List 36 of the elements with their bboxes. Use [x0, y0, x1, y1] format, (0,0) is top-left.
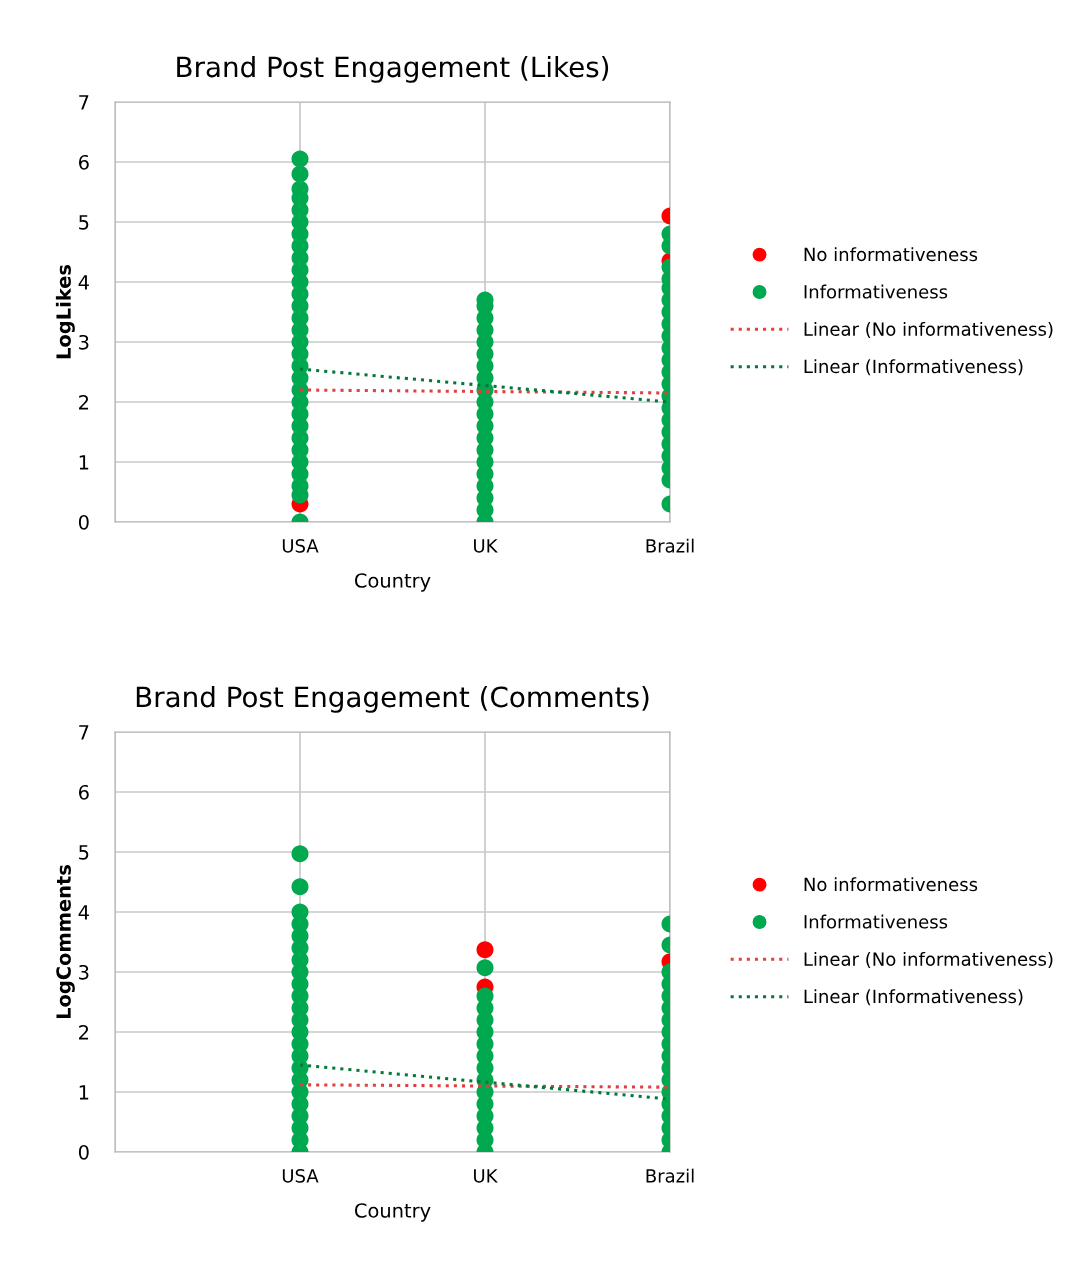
y-axis-title: LogLikes [55, 264, 75, 359]
y-tick-label: 5 [79, 845, 89, 860]
legend-label: Informativeness [804, 284, 948, 299]
y-tick-label: 3 [79, 334, 89, 350]
y-tick-label: 6 [78, 784, 89, 800]
legend-label: No informativeness [804, 877, 978, 892]
x-tick-label: UK [474, 539, 498, 553]
x-tick-label: Brazil [646, 538, 694, 553]
y-tick-label: 7 [79, 725, 89, 740]
y-tick-label: 4 [78, 275, 89, 290]
y-tick-label: 6 [78, 154, 89, 170]
y-tick-label: 4 [78, 905, 89, 920]
legend-label: No informativeness [804, 247, 978, 262]
x-tick-label: USA [282, 538, 319, 553]
y-tick-label: 0 [78, 1144, 89, 1160]
legend-label: Linear (Informativeness) [804, 989, 1023, 1006]
y-tick-label: 5 [79, 215, 89, 230]
y-tick-label: 1 [79, 1085, 89, 1100]
x-tick-label: UK [474, 1169, 498, 1183]
y-tick-label: 0 [78, 514, 89, 530]
y-tick-label: 1 [79, 455, 89, 470]
x-axis-title: Country [354, 1203, 431, 1222]
legend-label: Linear (Informativeness) [804, 359, 1023, 376]
y-axis-title: LogComments [56, 865, 75, 1019]
y-tick-label: 7 [79, 95, 89, 110]
legend-label: Informativeness [804, 914, 948, 929]
chart-title: Brand Post Engagement (Comments) [136, 685, 649, 713]
x-tick-label: Brazil [646, 1168, 694, 1183]
y-tick-label: 2 [79, 394, 89, 410]
chart-title: Brand Post Engagement (Likes) [177, 55, 609, 83]
legend-label: Linear (No informativeness) [804, 951, 1053, 969]
y-tick-label: 3 [79, 964, 89, 980]
y-tick-label: 2 [79, 1024, 89, 1040]
legend-label: Linear (No informativeness) [804, 321, 1053, 339]
x-tick-label: USA [282, 1168, 319, 1183]
x-axis-title: Country [354, 573, 431, 592]
